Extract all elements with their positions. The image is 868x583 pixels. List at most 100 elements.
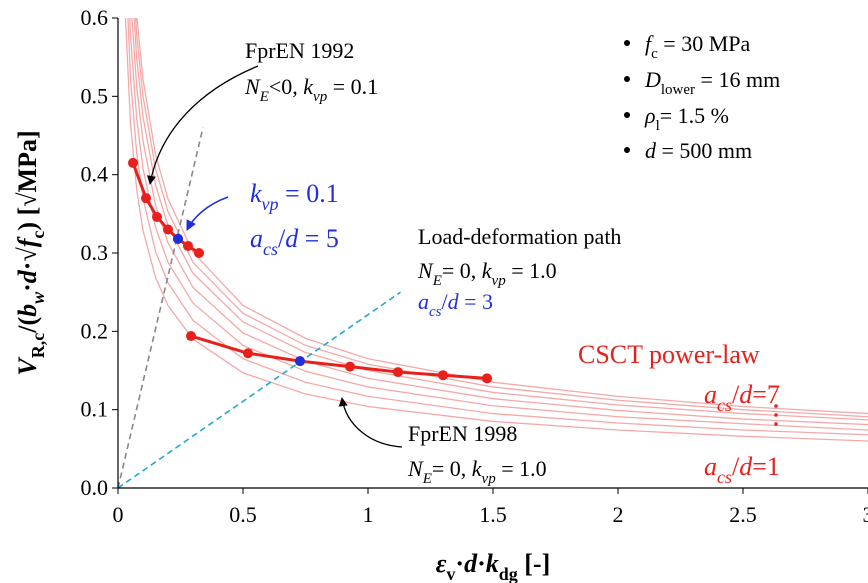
- data-point: [295, 356, 305, 367]
- data-point: [152, 211, 162, 222]
- text-part: d: [285, 224, 299, 253]
- series-line: [118, 291, 401, 488]
- text-part: E: [259, 89, 269, 105]
- text-part: dg: [499, 564, 518, 583]
- x-tick-label: 2: [613, 502, 624, 527]
- text-part: = 1.0: [496, 456, 547, 481]
- text-part: = 0.1: [279, 179, 339, 208]
- annotation: FprEN 1998: [408, 421, 517, 446]
- y-tick-label: 0.5: [81, 83, 109, 108]
- annotation: ρl= 1.5 %: [644, 103, 729, 134]
- y-tick-label: 0.6: [81, 5, 109, 30]
- text-part: FprEN 1998: [408, 421, 517, 446]
- annotation: NE= 0, kvp = 1.0: [407, 456, 547, 487]
- text-part: b: [13, 304, 42, 317]
- text-part: vp: [262, 194, 279, 214]
- text-part: = 500 mm: [656, 138, 752, 163]
- text-part: d: [13, 269, 42, 283]
- y-tick-label: 0.2: [81, 318, 109, 343]
- text-part: R,c: [28, 333, 48, 359]
- text-part: = 0,: [432, 456, 472, 481]
- series-line: [136, 18, 868, 415]
- text-part: k: [303, 74, 314, 99]
- text-part: Load-deformation path: [418, 224, 621, 249]
- text-part: =1: [752, 452, 780, 481]
- text-part: a: [250, 224, 263, 253]
- text-part: vp: [492, 273, 507, 289]
- data-point: [186, 331, 196, 342]
- series-line: [118, 127, 204, 488]
- bullet: [624, 40, 630, 46]
- annotation: Load-deformation path: [418, 224, 621, 249]
- text-part: [-]: [518, 549, 550, 578]
- text-part: ·√: [13, 247, 42, 271]
- data-point: [393, 367, 403, 378]
- text-part: /: [442, 289, 449, 314]
- text-part: f: [13, 236, 42, 247]
- text-part: ·: [455, 549, 464, 578]
- text-part: FprEN 1992: [245, 38, 354, 63]
- arrow: [338, 397, 403, 448]
- arrow: [147, 65, 259, 185]
- annotation: CSCT power-law: [578, 340, 760, 369]
- text-part: E: [422, 471, 432, 487]
- text-part: = 1.0: [506, 258, 557, 283]
- ellipsis-dot: [774, 422, 778, 426]
- data-point: [173, 233, 183, 244]
- text-part: N: [244, 74, 261, 99]
- text-part: vp: [313, 89, 328, 105]
- text-part: l: [656, 118, 660, 134]
- data-point: [128, 157, 138, 168]
- text-part: a: [418, 289, 429, 314]
- text-part: V: [13, 356, 42, 376]
- data-point: [141, 193, 151, 204]
- series-line: [131, 162, 200, 255]
- text-part: /: [278, 224, 286, 253]
- bullet: [624, 147, 630, 153]
- text-part: = 0.1: [327, 74, 378, 99]
- annotation: acs/d = 5: [250, 224, 339, 259]
- text-part: <0,: [269, 74, 303, 99]
- text-part: = 3: [459, 289, 493, 314]
- text-part: D: [644, 67, 661, 92]
- text-part: k: [486, 549, 499, 578]
- text-part: = 5: [298, 224, 339, 253]
- y-tick-label: 0.4: [81, 162, 109, 187]
- text-part: = 30 MPa: [658, 31, 751, 56]
- bullet: [624, 76, 630, 82]
- text-part: N: [407, 456, 424, 481]
- text-part: CSCT power-law: [578, 340, 760, 369]
- data-point: [183, 240, 193, 251]
- text-part: a: [704, 380, 717, 409]
- text-part: = 0,: [442, 258, 482, 283]
- text-part: = 1.5 %: [660, 103, 729, 128]
- text-part: d: [645, 138, 657, 163]
- series-line: [131, 18, 868, 426]
- data-point: [163, 224, 173, 235]
- text-part: /: [732, 452, 740, 481]
- series-line: [127, 18, 868, 436]
- x-tick-label: 2.5: [729, 502, 757, 527]
- data-point: [482, 373, 492, 384]
- plot-area: [118, 18, 868, 488]
- text-part: v: [446, 564, 455, 583]
- annotation: NE<0, kvp = 0.1: [244, 74, 378, 105]
- ellipsis-dot: [774, 404, 778, 408]
- y-tick-label: 0.3: [81, 240, 109, 265]
- text-part: lower: [661, 82, 695, 98]
- text-part: k: [472, 456, 483, 481]
- text-part: d: [464, 549, 478, 578]
- text-part: ·: [477, 549, 486, 578]
- text-part: N: [417, 258, 434, 283]
- text-part: =7: [752, 380, 780, 409]
- text-part: f: [645, 31, 654, 56]
- annotation: acs/d=1: [704, 452, 780, 487]
- data-point: [345, 361, 355, 372]
- y-tick-label: 0.1: [81, 397, 109, 422]
- annotation: FprEN 1992: [245, 38, 354, 63]
- text-part: cs: [263, 239, 278, 259]
- data-point: [438, 370, 448, 381]
- x-tick-label: 0: [113, 502, 124, 527]
- text-part: ·: [13, 283, 42, 292]
